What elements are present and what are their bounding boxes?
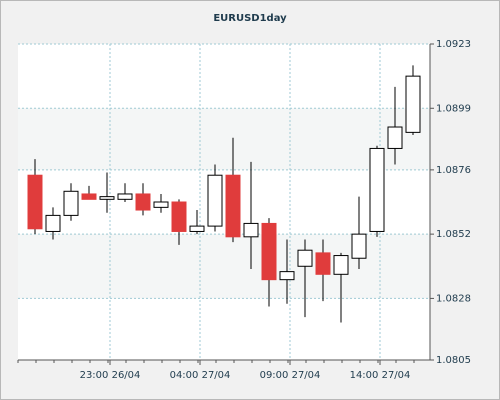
candle-body xyxy=(207,174,223,227)
candle-body xyxy=(243,222,259,238)
candle-body xyxy=(117,193,133,200)
plot-area xyxy=(18,44,430,360)
y-tick-label: 1.0805 xyxy=(436,355,471,366)
grid-band xyxy=(18,234,430,299)
candle-body xyxy=(387,126,403,149)
candle-body xyxy=(315,252,331,275)
candle-body xyxy=(279,271,295,281)
candle-body xyxy=(297,249,313,267)
candle-body xyxy=(405,75,421,133)
candle-body xyxy=(45,214,61,232)
x-tick-label: 14:00 27/04 xyxy=(350,370,411,381)
candle-body xyxy=(153,201,169,208)
x-tick-label: 09:00 27/04 xyxy=(260,370,321,381)
candle-body xyxy=(135,193,151,211)
candle-body xyxy=(81,193,97,200)
candle-body xyxy=(189,225,205,232)
y-tick-label: 1.0923 xyxy=(436,39,471,50)
candle-body xyxy=(333,255,349,275)
candle-body xyxy=(63,190,79,216)
candle-body xyxy=(261,222,277,281)
candle-body xyxy=(27,174,43,230)
grid-band xyxy=(18,108,430,170)
candle-body xyxy=(225,174,241,238)
candle-body xyxy=(351,233,367,259)
candle-body xyxy=(171,201,187,232)
x-tick-label: 04:00 27/04 xyxy=(170,370,231,381)
y-tick-label: 1.0876 xyxy=(436,165,471,176)
y-tick-label: 1.0828 xyxy=(436,293,471,304)
chart-title: EURUSD1day xyxy=(213,13,287,24)
candle-body xyxy=(99,196,115,200)
y-tick-label: 1.0852 xyxy=(436,229,471,240)
x-tick-label: 23:00 26/04 xyxy=(80,370,141,381)
y-tick-label: 1.0899 xyxy=(436,103,471,114)
candle-body xyxy=(369,147,385,232)
